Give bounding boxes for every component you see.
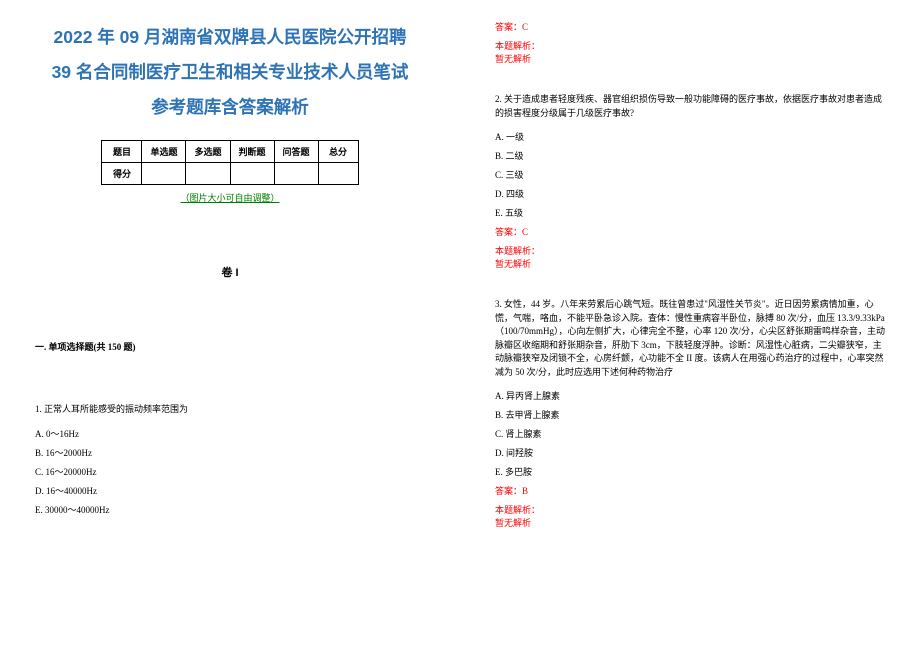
- q2-opt-c: C. 三级: [495, 168, 885, 181]
- cell: [142, 163, 186, 185]
- q2-text: 2. 关于造成患者轻度残疾、器官组织损伤导致一般功能障碍的医疗事故，依据医疗事故…: [495, 93, 885, 120]
- q2-opt-d: D. 四级: [495, 187, 885, 200]
- th-1: 单选题: [142, 141, 186, 163]
- q1-text: 1. 正常人耳所能感受的振动频率范围为: [35, 403, 425, 417]
- title-line-3: 参考题库含答案解析: [35, 90, 425, 125]
- cell: [230, 163, 274, 185]
- q1-opt-b: B. 16～2000Hz: [35, 446, 425, 459]
- title-line-1: 2022 年 09 月湖南省双牌县人民医院公开招聘: [35, 20, 425, 55]
- section-heading: 一. 单项选择题(共 150 题): [35, 340, 425, 353]
- q2-ana-none: 暂无解析: [495, 257, 885, 270]
- th-0: 题目: [102, 141, 142, 163]
- cell: [318, 163, 358, 185]
- th-4: 问答题: [274, 141, 318, 163]
- q2-ana-label: 本题解析：: [495, 244, 885, 257]
- q1-answer: 答案：C: [495, 20, 885, 33]
- right-column: 答案：C 本题解析： 暂无解析 2. 关于造成患者轻度残疾、器官组织损伤导致一般…: [460, 0, 920, 651]
- q1-opt-a: A. 0～16Hz: [35, 427, 425, 440]
- q1-opt-c: C. 16～20000Hz: [35, 465, 425, 478]
- score-table: 题目 单选题 多选题 判断题 问答题 总分 得分: [101, 140, 358, 185]
- q3-ana-none: 暂无解析: [495, 516, 885, 529]
- q3-opt-c: C. 肾上腺素: [495, 427, 885, 440]
- q1-ana-none: 暂无解析: [495, 52, 885, 65]
- q3-opt-a: A. 异丙肾上腺素: [495, 389, 885, 402]
- q3-ana-label: 本题解析：: [495, 503, 885, 516]
- th-5: 总分: [318, 141, 358, 163]
- th-3: 判断题: [230, 141, 274, 163]
- q2-answer: 答案：C: [495, 225, 885, 238]
- doc-title: 2022 年 09 月湖南省双牌县人民医院公开招聘 39 名合同制医疗卫生和相关…: [35, 20, 425, 125]
- q3-text: 3. 女性，44 岁。八年来劳累后心跳气短。既往曾患过"风湿性关节炎"。近日因劳…: [495, 298, 885, 379]
- table-row: 题目 单选题 多选题 判断题 问答题 总分: [102, 141, 358, 163]
- q1-ana-label: 本题解析：: [495, 39, 885, 52]
- row2-h: 得分: [102, 163, 142, 185]
- title-line-2: 39 名合同制医疗卫生和相关专业技术人员笔试: [35, 55, 425, 90]
- cell: [274, 163, 318, 185]
- q1-opt-d: D. 16～40000Hz: [35, 484, 425, 497]
- table-row: 得分: [102, 163, 358, 185]
- q2-opt-a: A. 一级: [495, 130, 885, 143]
- cell: [186, 163, 230, 185]
- q3-opt-e: E. 多巴胺: [495, 465, 885, 478]
- q3-opt-b: B. 去甲肾上腺素: [495, 408, 885, 421]
- left-column: 2022 年 09 月湖南省双牌县人民医院公开招聘 39 名合同制医疗卫生和相关…: [0, 0, 460, 651]
- juan-heading: 卷 I: [35, 264, 425, 280]
- q2-opt-e: E. 五级: [495, 206, 885, 219]
- q2-opt-b: B. 二级: [495, 149, 885, 162]
- q3-opt-d: D. 间羟胺: [495, 446, 885, 459]
- th-2: 多选题: [186, 141, 230, 163]
- q1-opt-e: E. 30000～40000Hz: [35, 503, 425, 516]
- resize-note: （图片大小可自由调整）: [35, 191, 425, 204]
- q3-answer: 答案：B: [495, 484, 885, 497]
